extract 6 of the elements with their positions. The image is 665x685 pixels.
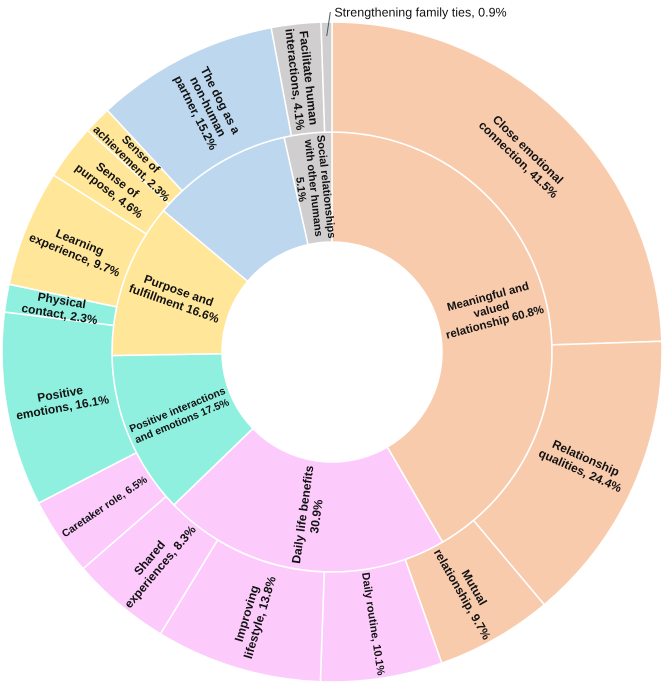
slice-label: Daily routine, 10.1% [358, 572, 387, 676]
slice-label: Facilitate human interactions, 4.1% [282, 28, 321, 132]
slice-label: Positive emotions, 16.1% [15, 382, 110, 423]
slice-label: Physical contact, 2.3% [20, 290, 99, 328]
slice-label: Strengthening family ties, 0.9% [334, 5, 507, 20]
data-label: 5.1% [293, 176, 308, 203]
